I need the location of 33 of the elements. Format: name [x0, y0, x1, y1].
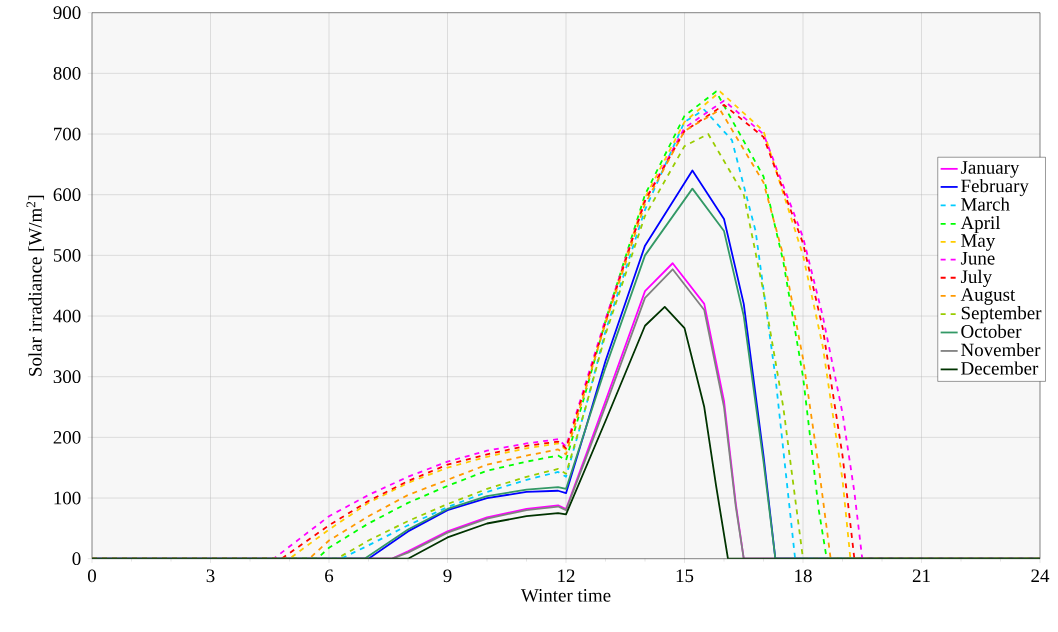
y-axis-title: Solar irradiance [W/m$^{2}$] — [26, 195, 45, 376]
x-tick-label: 0 — [87, 569, 96, 583]
legend-label: March — [961, 197, 1010, 211]
y-tick-label: 400 — [53, 309, 81, 323]
y-tick-label: 800 — [53, 67, 81, 80]
y-tick-label: 200 — [53, 431, 81, 444]
legend-label: September — [961, 306, 1042, 324]
x-tick-label: 18 — [795, 569, 812, 583]
y-tick-label: 300 — [53, 370, 81, 384]
legend-label: February — [961, 179, 1029, 197]
y-tick-label: 700 — [54, 127, 81, 141]
legend-label: November — [961, 343, 1041, 357]
y-tick-label: 600 — [53, 188, 81, 202]
y-tick-label: 100 — [54, 491, 81, 505]
legend-label: April — [960, 216, 1001, 234]
x-tick-label: 15 — [676, 569, 694, 583]
y-tick-label: 0 — [72, 552, 81, 566]
y-tick-label: 500 — [53, 249, 81, 262]
legend-label: August — [960, 288, 1016, 305]
x-tick-label: 9 — [443, 569, 452, 583]
legend-label: May — [961, 234, 996, 251]
y-tick-label: 900 — [53, 6, 81, 20]
x-tick-label: 21 — [912, 569, 930, 583]
legend-label: June — [960, 252, 995, 265]
x-tick-label: 3 — [206, 569, 215, 583]
x-tick-label: 24 — [1031, 569, 1050, 583]
legend-label: December — [961, 361, 1039, 375]
x-axis-title: Winter time — [520, 589, 611, 603]
x-tick-label: 12 — [558, 569, 575, 583]
legend-label: July — [960, 269, 993, 288]
x-tick-label: 6 — [325, 569, 334, 583]
legend-label: January — [960, 161, 1020, 178]
legend-label: October — [961, 324, 1022, 338]
